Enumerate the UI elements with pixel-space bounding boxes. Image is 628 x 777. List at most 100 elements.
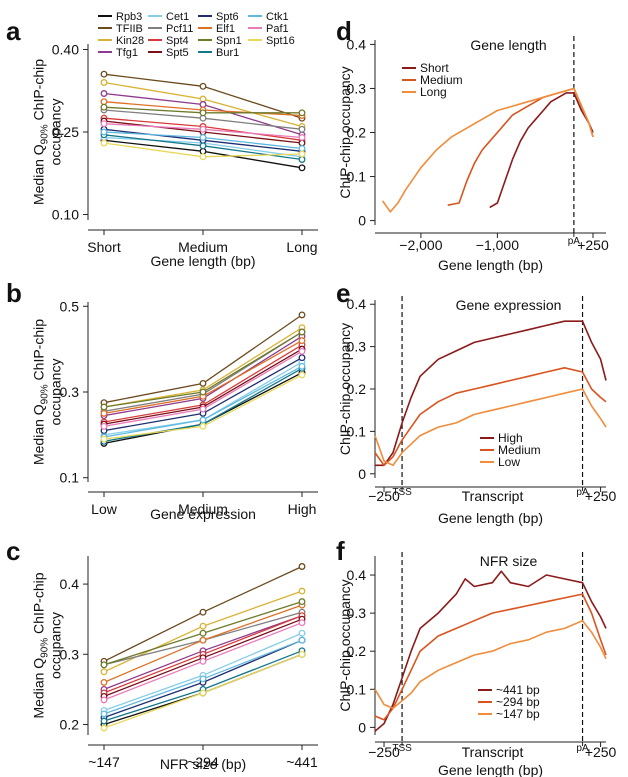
x-tick-label: High — [288, 501, 317, 517]
data-point — [100, 139, 108, 147]
data-point — [298, 164, 306, 172]
data-point — [199, 95, 207, 103]
y-tick-label: 0 — [358, 719, 366, 735]
x-tick-label: −250 — [368, 488, 400, 504]
data-point — [298, 145, 306, 152]
y-tick-label: 0.3 — [347, 605, 367, 621]
series-line — [374, 619, 607, 710]
series-line — [374, 593, 607, 721]
data-point — [199, 608, 207, 616]
y-tick-label: 0.1 — [347, 169, 367, 185]
data-point — [199, 689, 207, 697]
y-axis-label-subscript: 90% — [40, 638, 51, 658]
legend-label: Spn1 — [216, 35, 242, 47]
series-line — [103, 604, 303, 683]
series-line — [489, 92, 594, 209]
x-axis-inner-label: Transcript — [462, 488, 524, 504]
data-point — [199, 636, 207, 644]
reference-label: pA — [576, 743, 589, 754]
data-point — [199, 142, 207, 150]
data-point — [298, 337, 306, 345]
data-point — [100, 103, 108, 111]
panel-title: Gene expression — [456, 297, 562, 313]
x-axis-label: Gene expression — [150, 506, 256, 522]
legend-label: Ctk1 — [266, 11, 289, 23]
data-point — [199, 405, 207, 413]
y-tick-label: 0 — [358, 213, 366, 229]
x-axis-inner-label: Transcript — [462, 744, 524, 760]
data-point — [199, 101, 207, 108]
y-tick-label: 0.2 — [60, 716, 80, 732]
y-axis-label-line: ChIP-chip occupancy — [337, 579, 353, 711]
panel-letter: b — [6, 278, 22, 308]
panel-a: 0.10 0.25 0.40 Short Medium Long Gene length (… — [31, 42, 318, 269]
y-axis-label-subscript: 90% — [40, 124, 51, 144]
reference-label: pA — [576, 487, 589, 498]
data-point — [199, 629, 207, 637]
data-point — [100, 668, 108, 676]
data-point — [100, 128, 108, 136]
data-point — [298, 636, 306, 644]
x-tick-label: Medium — [178, 501, 228, 517]
panel-title: NFR size — [480, 553, 538, 569]
data-point — [298, 156, 306, 163]
data-point — [298, 347, 306, 355]
panel-letter: f — [336, 536, 345, 566]
data-point — [100, 678, 108, 686]
series-line — [381, 87, 594, 213]
panel-letter: a — [6, 16, 21, 46]
x-tick-label: ~147 — [88, 754, 120, 770]
legend-label: Long — [420, 85, 447, 99]
panel-letter: e — [336, 278, 350, 308]
legend-label: Elf1 — [216, 23, 235, 35]
series-line — [374, 388, 607, 467]
series-line — [103, 632, 303, 712]
data-point — [298, 125, 306, 133]
data-point — [298, 598, 306, 606]
y-tick-label: 0.25 — [52, 124, 79, 140]
y-axis-label-rest: ChIP-chip — [31, 59, 47, 125]
data-point — [100, 79, 108, 86]
legend-label: ~147 bp — [496, 707, 540, 721]
legend-label: Spt4 — [166, 35, 189, 47]
data-point — [199, 416, 207, 424]
y-tick-label: 0.5 — [60, 298, 80, 314]
panel-letter: c — [6, 536, 20, 566]
data-point — [100, 696, 108, 704]
x-tick-label: −250 — [368, 744, 400, 760]
x-axis-label: Gene length (bp) — [438, 762, 543, 777]
data-point — [100, 70, 108, 78]
y-tick-label: 0.4 — [347, 36, 367, 52]
y-tick-label: 0 — [358, 466, 366, 482]
reference-label: pA — [568, 236, 581, 247]
legend-label: TFIIB — [116, 23, 143, 35]
legend-label: Short — [420, 61, 449, 75]
data-point — [298, 354, 306, 362]
y-tick-label: 0.3 — [60, 384, 80, 400]
series-line — [447, 87, 594, 206]
x-axis-label: NFR size (bp) — [160, 756, 246, 772]
data-point — [298, 629, 306, 637]
data-point — [199, 388, 207, 396]
legend-label: Medium — [498, 443, 541, 457]
y-tick-label: 0.3 — [347, 339, 367, 355]
x-tick-label: ~294 — [187, 754, 219, 770]
x-tick-label: +250 — [577, 237, 609, 253]
legend-label: Pcf11 — [166, 23, 193, 35]
y-axis-label-line: occupancy — [48, 612, 64, 679]
x-tick-label: Medium — [178, 239, 228, 255]
series-line — [375, 320, 607, 467]
y-tick-label: 0.40 — [52, 42, 79, 58]
data-point — [199, 134, 207, 141]
data-point — [199, 109, 207, 117]
legend-label: Spt6 — [216, 11, 239, 23]
y-tick-label: 0.4 — [347, 296, 367, 312]
legend-label: ~441 bp — [496, 683, 540, 697]
y-axis-label: ChIP-chip occupancy — [337, 66, 353, 198]
y-axis-label-line: occupancy — [48, 359, 64, 426]
data-point — [199, 147, 207, 155]
data-point — [100, 661, 108, 669]
